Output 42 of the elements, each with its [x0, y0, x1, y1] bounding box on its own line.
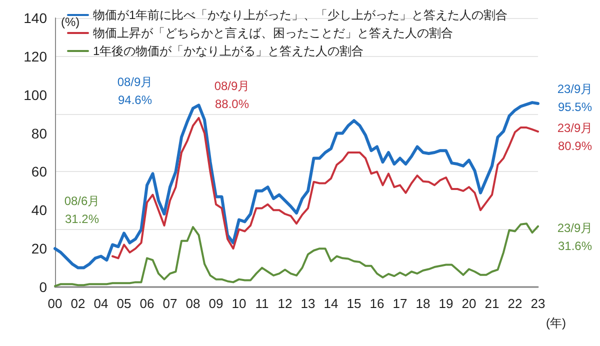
annotation: 08/9月 94.6%	[117, 75, 153, 107]
x-tick-label: 02	[70, 296, 86, 311]
text: 23/9月 31.6%	[557, 221, 593, 253]
text: 23/9月 80.9%	[557, 121, 593, 153]
y-tick-label: 140	[24, 10, 48, 26]
x-tick-label: 14	[324, 296, 338, 311]
x-tick-label: 00	[48, 296, 62, 311]
x-tick-label: 21	[484, 296, 500, 311]
x-tick-label: 23	[530, 296, 546, 311]
y-tick-label: 20	[31, 240, 48, 257]
x-tick-label: 06	[140, 296, 154, 311]
y-tick-label: 100	[24, 86, 48, 103]
x-tick-label: 04	[94, 296, 108, 311]
x-tick-label: 12	[278, 296, 292, 311]
y-tick-label: 0	[39, 279, 48, 295]
y-tick-label: 120	[24, 48, 48, 64]
text: 23/9月 95.5%	[557, 82, 593, 114]
legend-label: 物価が1年前に比べ「かなり上がった」、「少し上がった」と答えた人の割合	[93, 8, 508, 22]
x-tick-label: 16	[370, 296, 384, 311]
x-tick-label: 19	[438, 296, 454, 311]
x-axis-title: (年)	[546, 316, 566, 330]
x-tick-label: 18	[416, 296, 430, 311]
legend-label: 1年後の物価が「かなり上がる」と答えた人の割合	[93, 44, 364, 58]
annotation: 08/9月 88.0%	[214, 79, 250, 111]
x-tick-label: 08	[186, 296, 200, 311]
x-tick-label: 10	[232, 296, 246, 311]
x-tick-label: 22	[508, 296, 522, 311]
x-tick-label: 17	[392, 296, 408, 311]
x-tick-label: 20	[462, 296, 476, 311]
x-tick-label: 05	[116, 296, 132, 311]
line-series	[112, 116, 539, 260]
y-tick-label: 60	[31, 164, 48, 180]
x-tick-label: 07	[162, 296, 178, 311]
x-tick-label: 11	[255, 296, 269, 311]
y-tick-label: 40	[31, 202, 48, 218]
x-tick-label: 13	[300, 296, 316, 311]
x-tick-label: 15	[346, 296, 362, 311]
y-axis-title: (%)	[61, 15, 80, 29]
legend-label: 物価上昇が「どちらかと言えば、困ったことだ」と答えた人の割合	[93, 26, 453, 40]
annotation: 08/6月 31.2%	[64, 194, 100, 226]
x-tick-label: 09	[208, 296, 224, 311]
y-tick-label: 80	[31, 125, 48, 142]
